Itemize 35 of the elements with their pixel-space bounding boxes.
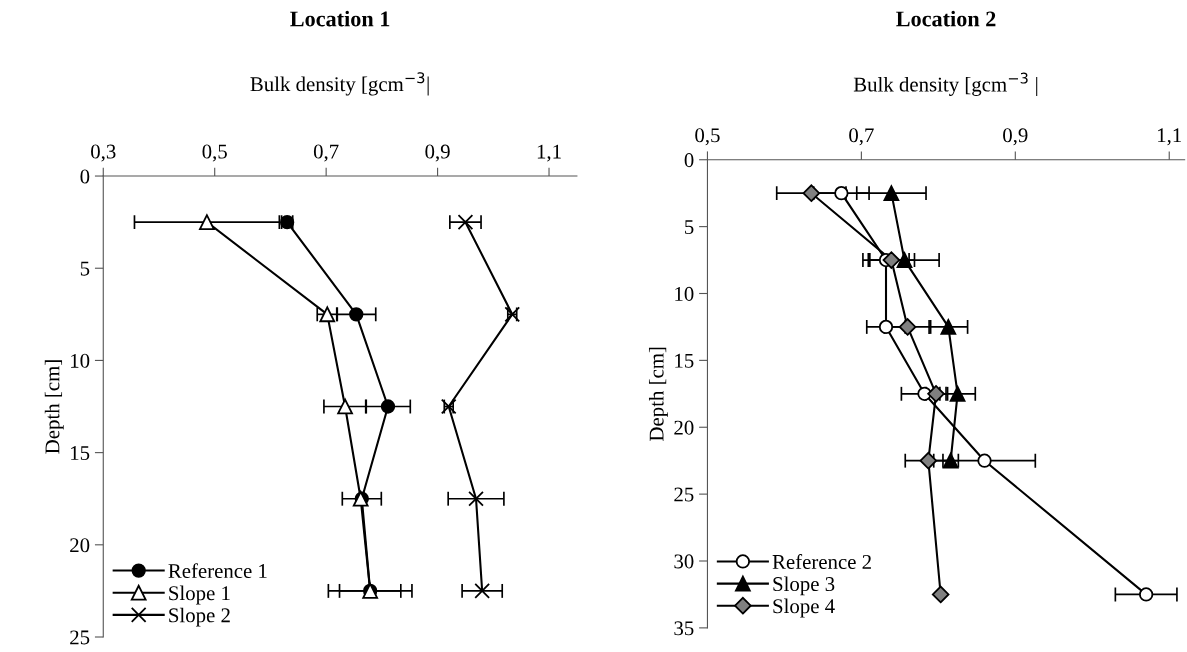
legend-label: Reference 2: [772, 554, 871, 569]
x-tick-label: 0,5: [202, 144, 227, 162]
x-tick-label: 0,5: [695, 128, 720, 146]
y-tick-label: 0: [684, 153, 694, 168]
x-tick-label: 0,9: [1003, 128, 1028, 146]
x-tick-label: 0,7: [313, 144, 339, 162]
y-tick-label: 20: [674, 420, 694, 435]
y-tick-label: 35: [674, 621, 694, 636]
legend-label: Slope 1: [169, 585, 230, 605]
x-tick-label: 0,9: [425, 144, 450, 162]
x-tick-label: 0,7: [849, 128, 874, 146]
x-axis-title: Bulk density [gcm$^{−3}$ |: [853, 72, 1038, 96]
y-tick-label: 15: [675, 353, 694, 368]
y-tick-label: 25: [674, 487, 694, 502]
y-tick-label: 25: [70, 630, 90, 645]
y-tick-label: 5: [80, 261, 90, 276]
y-tick-label: 15: [71, 446, 90, 461]
legend-label: Reference 1: [168, 563, 267, 579]
x-tick-label: 0,3: [91, 144, 116, 162]
y-tick-label: 10: [675, 286, 694, 301]
legend-label: Slope 2: [169, 607, 230, 627]
y-axis-title: Depth [cm]: [648, 347, 668, 441]
y-tick-label: 10: [71, 353, 90, 368]
chart-title: Location 1: [290, 10, 390, 27]
chart-title: Location 2: [896, 10, 996, 27]
y-tick-label: 5: [685, 220, 694, 235]
legend-label: Slope 3: [773, 576, 835, 596]
y-tick-label: 0: [80, 169, 90, 184]
y-axis-title: Depth [cm]: [44, 360, 64, 454]
x-tick-label: 1,1: [537, 144, 561, 162]
x-axis-title: Bulk density [gcm$^{−3}$|: [250, 72, 429, 96]
y-tick-label: 30: [674, 554, 694, 569]
legend-label: Slope 4: [773, 598, 835, 618]
x-tick-label: 1,1: [1158, 128, 1181, 146]
y-tick-label: 20: [70, 538, 90, 553]
